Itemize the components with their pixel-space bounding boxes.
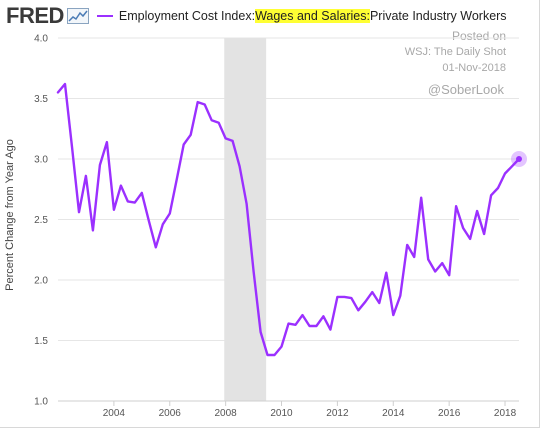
y-tick-label: 2.5 [34,215,48,226]
x-tick-label: 2008 [215,408,238,419]
y-tick-label: 3.0 [34,155,48,166]
x-tick-label: 2006 [159,408,182,419]
gridlines [58,37,519,402]
legend-swatch [96,15,113,17]
title-highlight: Wages and Salaries: [255,9,370,23]
series-layer [56,82,527,357]
watermark-date: 01-Nov-2018 [442,62,506,74]
series-line [56,82,521,357]
y-tick-label: 1.5 [34,336,48,347]
x-tick-label: 2010 [270,408,293,419]
axes [58,400,519,406]
watermark-source: WSJ: The Daily Shot [404,46,506,58]
recession-band [224,38,267,401]
fred-logo[interactable]: FRED [6,3,64,28]
title-suffix: Private Industry Workers [369,9,507,23]
x-tick-label: 2018 [494,408,517,419]
recession-shading [224,38,267,401]
x-tick-label: 2004 [103,408,126,419]
watermark-handle: @SoberLook [427,82,504,97]
last-point-marker[interactable] [516,156,522,162]
y-tick-label: 3.5 [34,94,48,105]
x-tick-label: 2016 [438,408,461,419]
watermark-posted-on: Posted on [451,29,506,43]
fred-graph-icon [66,8,89,24]
x-tick-label: 2012 [326,408,349,419]
title-prefix: Employment Cost Index: [118,9,256,23]
y-tick-label: 1.0 [34,397,48,408]
x-tick-label: 2014 [382,408,405,419]
y-tick-label: 4.0 [34,34,48,45]
y-tick-label: 2.0 [34,276,48,287]
chart-header: FRED Employment Cost Index: Wages and Sa… [6,4,507,28]
tick-labels: 1.0 1.5 2.0 2.5 3.0 3.5 4.0 2004 2006 2008 2010 201… [34,34,516,420]
